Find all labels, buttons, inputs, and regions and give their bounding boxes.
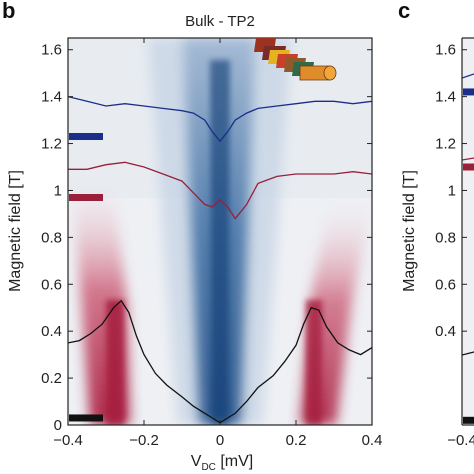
y-axis-label: Magnetic field [T] <box>7 170 24 292</box>
series-line-0 <box>68 95 372 143</box>
panel-letter-b: b <box>2 0 15 23</box>
x-tick-label-1: −0.2 <box>129 432 159 449</box>
panel-c-y-axis: 0.4 0.6 0.8 1 1.2 1.4 1.6 <box>435 42 467 340</box>
panel-c: 0.4 0.6 0.8 1 1.2 1.4 1.6 −0.4 Magnetic field … <box>401 37 474 449</box>
heatmap <box>68 38 372 425</box>
y-tick-label-5: 1 <box>54 182 62 199</box>
y-tick-label-8: 1.6 <box>41 42 62 59</box>
y-tick-label-6: 1.2 <box>41 136 62 153</box>
x-tick-label-0: −0.4 <box>53 432 83 449</box>
panel-c-series-marker-2 <box>463 416 474 424</box>
chart-title: Bulk - TP2 <box>185 13 255 30</box>
series-marker-2 <box>69 414 103 422</box>
panel-c-series-marker-1 <box>463 163 474 171</box>
panel-c-y-tick-label-4: 1.2 <box>435 136 456 153</box>
panel-c-y-tick-label-1: 0.6 <box>435 276 456 293</box>
y-tick-label-3: 0.6 <box>41 276 62 293</box>
panel-c-y-tick-label-2: 0.8 <box>435 229 456 246</box>
x-axis-label: VDC [mV] <box>191 453 253 473</box>
panel-c-series-black <box>462 351 474 356</box>
panel-c-y-tick-label-0: 0.4 <box>435 323 456 340</box>
y-tick-label-7: 1.4 <box>41 89 62 106</box>
panel-c-y-tick-label-5: 1.4 <box>435 89 456 106</box>
series-marker-1 <box>69 193 103 201</box>
series-marker-0 <box>69 133 103 141</box>
x-axis-label-main: V <box>191 453 202 470</box>
panel-c-series-red <box>462 157 474 161</box>
x-axis: −0.4 −0.2 0 0.2 0.4 <box>53 38 382 449</box>
y-tick-label-2: 0.4 <box>41 323 62 340</box>
coherence-band-right-core <box>306 300 322 425</box>
y-axis: 0 0.2 0.4 0.6 0.8 1 1.2 1.4 1.6 <box>41 42 372 434</box>
panel-c-series-blue <box>462 73 474 79</box>
panel-c-marker-layer <box>463 88 474 424</box>
x-tick-label-3: 0.2 <box>286 432 307 449</box>
x-axis-label-unit: [mV] <box>216 453 253 470</box>
x-tick-label-4: 0.4 <box>362 432 383 449</box>
panel-c-y-tick-label-3: 1 <box>448 182 456 199</box>
x-tick-label-2: 0 <box>216 432 224 449</box>
series-line-1 <box>68 161 372 220</box>
sample-stack-icon <box>254 38 337 81</box>
y-tick-label-0: 0 <box>54 417 62 434</box>
panel-letter-c: c <box>398 0 410 23</box>
panel-c-y-axis-label: Magnetic field [T] <box>401 170 418 292</box>
dip-fan-center <box>210 60 230 425</box>
panel-c-series-marker-0 <box>463 88 474 96</box>
panel-c-background <box>462 38 474 425</box>
x-axis-label-sub: DC <box>201 462 215 473</box>
panel-c-y-tick-label-6: 1.6 <box>435 42 456 59</box>
coherence-band-left-core <box>106 300 124 425</box>
marker-layer <box>69 133 103 422</box>
y-tick-label-4: 0.8 <box>41 229 62 246</box>
y-tick-label-1: 0.2 <box>41 370 62 387</box>
panel-c-x-tick-label: −0.4 <box>447 432 474 449</box>
